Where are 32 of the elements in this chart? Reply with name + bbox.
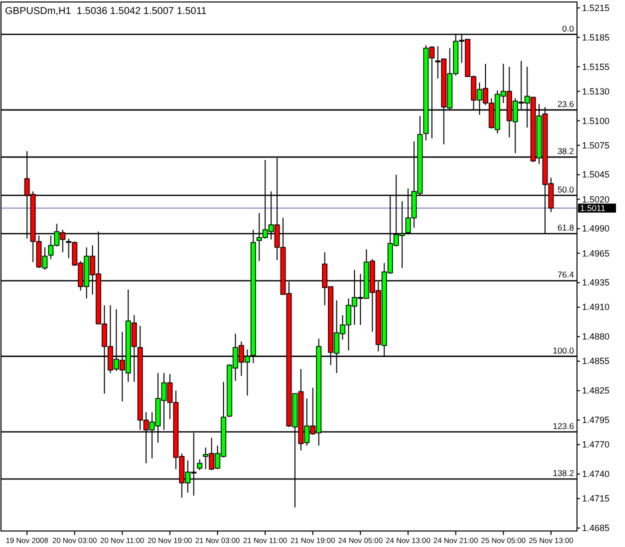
y-tick-label: 1.4685 bbox=[582, 523, 610, 534]
y-tick-label: 1.5215 bbox=[582, 2, 610, 13]
annotation: 76.4 bbox=[557, 270, 574, 280]
y-tick-label: 1.5185 bbox=[582, 32, 610, 42]
y-tick-label: 1.4855 bbox=[582, 356, 610, 366]
chart-title: GBPUSDm,H1 1.5036 1.5042 1.5007 1.5011 bbox=[5, 6, 208, 17]
annotation: 50.0 bbox=[557, 184, 574, 194]
annotation: 38.2 bbox=[557, 146, 574, 156]
annotation: 23.6 bbox=[557, 98, 574, 109]
y-tick-label: 1.4935 bbox=[582, 278, 610, 288]
y-tick-label: 1.4770 bbox=[582, 440, 610, 450]
y-tick-label: 1.5100 bbox=[582, 116, 610, 126]
y-tick-label: 1.5130 bbox=[582, 86, 610, 96]
annotation: 138.2 bbox=[552, 468, 574, 478]
y-tick-label: 1.4740 bbox=[582, 469, 610, 480]
y-tick-label: 1.5075 bbox=[582, 140, 610, 150]
y-tick-label: 1.4795 bbox=[582, 415, 610, 426]
y-tick-label: 1.4965 bbox=[582, 248, 610, 258]
y-tick-label: 1.4990 bbox=[582, 224, 610, 234]
y-tick-label: 1.4910 bbox=[582, 302, 610, 312]
y-tick-label: 1.4825 bbox=[582, 386, 610, 396]
y-tick-label: 1.4880 bbox=[582, 332, 610, 342]
annotation: 61.8 bbox=[557, 222, 574, 233]
ref-line-label: 1.5011 bbox=[580, 203, 606, 214]
y-tick-label: 1.5020 bbox=[582, 194, 610, 204]
annotation: 123.6 bbox=[552, 420, 574, 431]
y-tick-label: 1.4715 bbox=[582, 494, 610, 504]
y-tick-label: 1.5045 bbox=[582, 170, 610, 180]
y-tick-label: 1.5155 bbox=[582, 62, 610, 72]
candlestick bbox=[196, 458, 202, 471]
annotation: 100.0 bbox=[552, 345, 574, 356]
annotation: 0.0 bbox=[562, 23, 574, 34]
